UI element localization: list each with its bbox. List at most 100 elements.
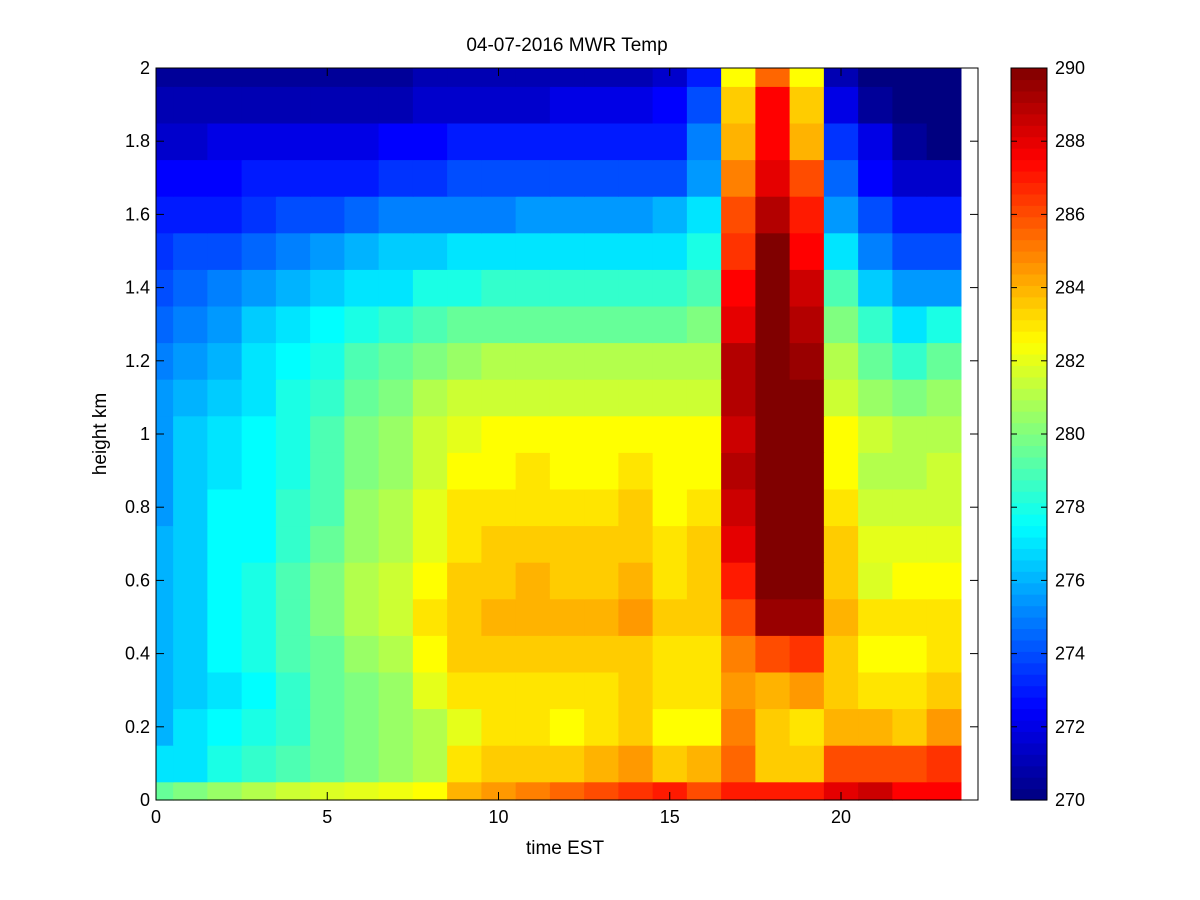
colorbar-segment: [1011, 239, 1047, 252]
heatmap-cell: [926, 68, 962, 87]
heatmap-cell: [549, 562, 585, 600]
heatmap-cell: [447, 452, 482, 490]
heatmap-cell: [823, 86, 859, 124]
colorbar-tick-label: 286: [1055, 204, 1085, 224]
heatmap-cell: [755, 415, 791, 453]
heatmap-cell: [156, 68, 174, 87]
colorbar-tick-label: 276: [1055, 570, 1085, 590]
heatmap-cell: [173, 122, 208, 161]
y-axis-label: height km: [90, 393, 111, 475]
heatmap-cell: [926, 122, 962, 161]
heatmap-cell: [858, 305, 893, 344]
heatmap-cell: [207, 232, 243, 270]
heatmap-cell: [721, 196, 756, 234]
heatmap-cell: [584, 122, 619, 161]
heatmap-cell: [344, 671, 380, 710]
heatmap-cell: [789, 232, 825, 270]
heatmap-cell: [310, 159, 345, 197]
heatmap-cell: [926, 671, 962, 710]
heatmap-cell: [447, 122, 482, 161]
heatmap-cell: [344, 159, 380, 197]
chart-title: 04-07-2016 MWR Temp: [466, 35, 667, 56]
heatmap-cell: [858, 488, 893, 527]
heatmap-cell: [721, 415, 756, 453]
colorbar-segment: [1011, 594, 1047, 607]
heatmap-cell: [481, 159, 517, 197]
heatmap-cell: [926, 196, 962, 234]
heatmap-cell: [173, 305, 208, 344]
heatmap-cell: [344, 68, 380, 87]
heatmap-cell: [755, 305, 791, 344]
heatmap-cell: [275, 525, 311, 563]
heatmap-cell: [584, 196, 619, 234]
heatmap-cell: [618, 379, 654, 417]
heatmap-cell: [549, 745, 585, 783]
heatmap-cell: [892, 452, 928, 490]
heatmap-cell: [481, 305, 517, 344]
heatmap-cell: [652, 122, 688, 161]
heatmap-cell: [447, 342, 482, 380]
colorbar-segment: [1011, 639, 1047, 652]
colorbar-segment: [1011, 353, 1047, 366]
colorbar-segment: [1011, 365, 1047, 378]
heatmap-cell: [275, 781, 311, 801]
heatmap-cell: [858, 745, 893, 783]
y-tick-label: 0.4: [125, 644, 150, 664]
x-tick-label: 15: [660, 807, 680, 827]
heatmap-cell: [481, 781, 517, 801]
heatmap-cell: [789, 525, 825, 563]
heatmap-cell: [412, 415, 448, 453]
heatmap-cell: [823, 305, 859, 344]
heatmap-cell: [549, 379, 585, 417]
heatmap-cell: [207, 269, 243, 307]
heatmap-cell: [310, 342, 345, 380]
heatmap-cell: [344, 379, 380, 417]
heatmap-cell: [378, 196, 414, 234]
heatmap-cell: [481, 525, 517, 563]
heatmap-cell: [207, 488, 243, 527]
heatmap-cell: [344, 635, 380, 673]
y-tick-label: 1.2: [125, 351, 150, 371]
colorbar-segment: [1011, 662, 1047, 675]
heatmap-cell: [412, 68, 448, 87]
colorbar-segment: [1011, 422, 1047, 435]
x-tick-label: 10: [488, 807, 508, 827]
y-tick-label: 0.6: [125, 570, 150, 590]
heatmap-cell: [275, 196, 311, 234]
y-tick-label: 1.8: [125, 131, 150, 151]
x-tick-label: 5: [322, 807, 332, 827]
heatmap-cell: [789, 671, 825, 710]
heatmap-cell: [549, 635, 585, 673]
heatmap-cell: [344, 525, 380, 563]
heatmap-cell: [652, 305, 688, 344]
colorbar-segment: [1011, 159, 1047, 172]
heatmap-cell: [721, 708, 756, 746]
heatmap-cell: [549, 122, 585, 161]
heatmap-cell: [755, 708, 791, 746]
heatmap-cell: [755, 562, 791, 600]
heatmap-cell: [618, 598, 654, 636]
heatmap-cell: [789, 68, 825, 87]
heatmap-cell: [686, 745, 722, 783]
heatmap-cell: [412, 452, 448, 490]
heatmap-cell: [892, 232, 928, 270]
colorbar-segment: [1011, 90, 1047, 103]
heatmap-cell: [686, 68, 722, 87]
heatmap-cell: [584, 269, 619, 307]
heatmap-cell: [207, 379, 243, 417]
colorbar-segment: [1011, 251, 1047, 264]
heatmap-cell: [789, 708, 825, 746]
heatmap-cell: [823, 68, 859, 87]
heatmap-cell: [515, 562, 551, 600]
heatmap-cell: [156, 635, 174, 673]
heatmap-cell: [241, 488, 277, 527]
heatmap-cell: [549, 159, 585, 197]
colorbar-segment: [1011, 479, 1047, 492]
heatmap-cell: [789, 379, 825, 417]
colorbar-segment: [1011, 617, 1047, 630]
heatmap-cell: [310, 269, 345, 307]
heatmap-cell: [892, 525, 928, 563]
heatmap-cell: [686, 86, 722, 124]
heatmap-cell: [241, 196, 277, 234]
heatmap-cell: [378, 525, 414, 563]
